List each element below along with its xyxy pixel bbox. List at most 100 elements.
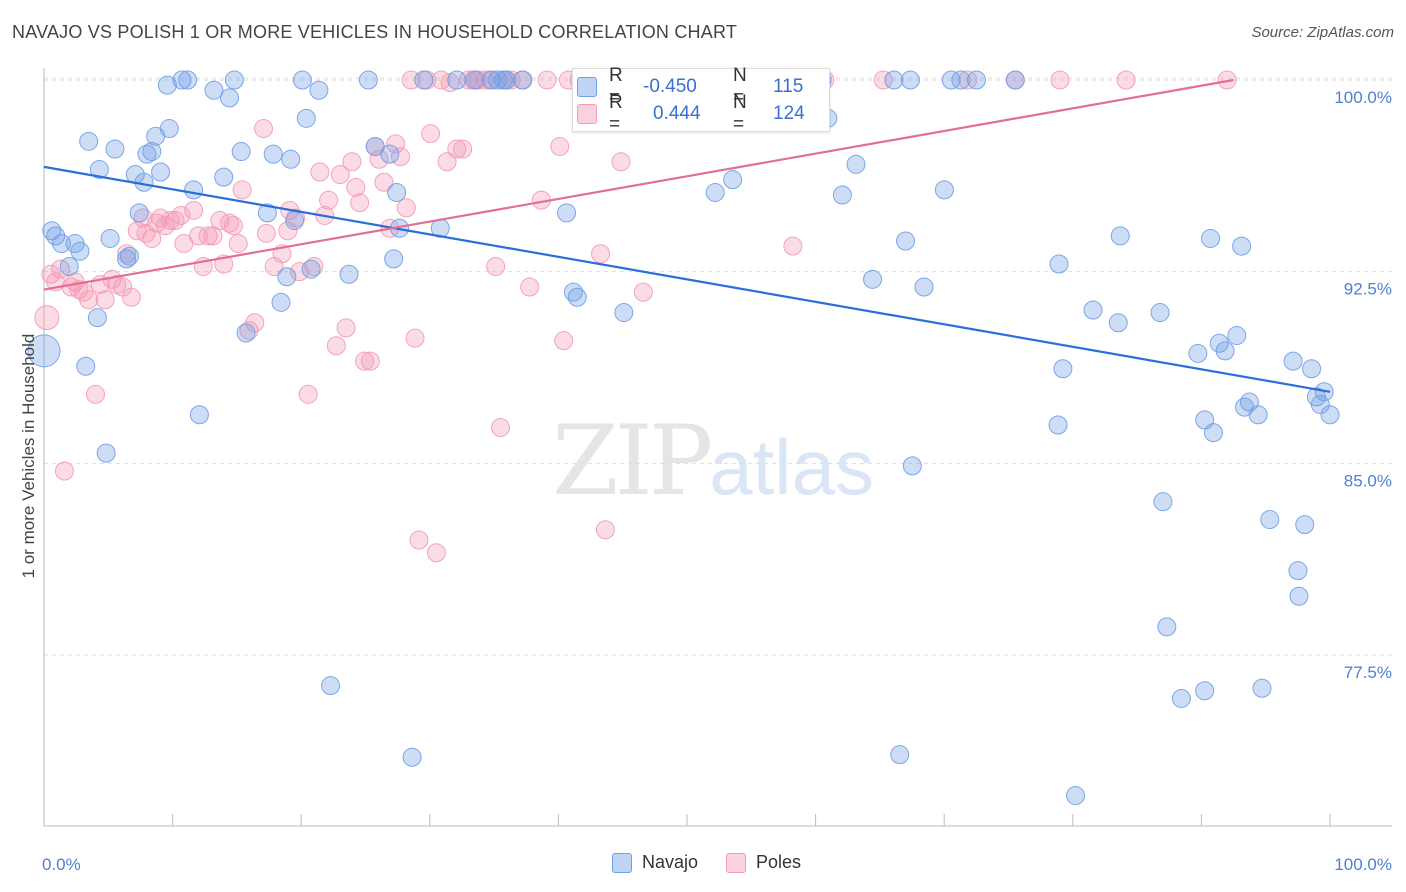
poles-point [117,244,137,264]
navajo-point [76,356,96,376]
poles-points [34,70,1237,563]
poles-point [188,226,208,246]
navajo-point [309,80,329,100]
navajo-point [1083,300,1103,320]
poles-point [54,461,74,481]
poles-point [369,149,389,169]
chart-title: NAVAJO VS POLISH 1 OR MORE VEHICLES IN H… [12,22,738,42]
navajo-point [129,203,149,223]
navajo-point [1310,395,1330,415]
navajo-point [105,139,125,159]
navajo-point [902,456,922,476]
navajo-point [178,70,198,90]
navajo-point [1209,333,1229,353]
poles-n-value: 124 [773,103,805,124]
poles-point [256,223,276,243]
poles-point [1050,70,1070,90]
navajo-point [614,303,634,323]
poles-point [421,124,441,144]
navajo-n-label: N = [733,65,747,108]
y-tick-label: 92.5% [1344,280,1392,299]
poles-point [633,282,653,302]
poles-point [298,384,318,404]
navajo-point [137,144,157,164]
tick-labels: 77.5% 85.0% 92.5% 100.0% 0.0% 100.0% [42,88,1392,874]
navajo-point [1108,313,1128,333]
poles-point [184,200,204,220]
navajo-point [951,70,971,90]
navajo-point [1203,423,1223,443]
poles-point [95,290,115,310]
navajo-point [100,228,120,248]
poles-point [437,152,457,172]
navajo-point [832,185,852,205]
poles-point [486,257,506,277]
poles-point [537,70,557,90]
navajo-point [941,70,961,90]
navajo-point [1171,688,1191,708]
poles-point [458,70,478,90]
navajo-point [263,144,283,164]
poles-point [336,318,356,338]
poles-point [350,193,370,213]
navajo-point [1150,303,1170,323]
navajo-point [301,259,321,279]
navajo-point [884,70,904,90]
navajo-r-value: -0.450 [643,76,697,97]
poles-point [346,177,366,197]
navajo-point [914,277,934,297]
navajo-point [414,70,434,90]
legend-item-poles[interactable]: Poles [726,852,801,873]
navajo-point [1053,359,1073,379]
poles-point [1116,70,1136,90]
legend-item-navajo[interactable]: Navajo [612,852,698,873]
navajo-swatch [577,77,597,97]
poles-point [136,223,156,243]
navajo-point [896,231,916,251]
navajo-point [1201,228,1221,248]
navajo-point [846,154,866,174]
poles-point [595,520,615,540]
y-tick-label: 77.5% [1344,663,1392,682]
navajo-point [890,745,910,765]
navajo-point [296,108,316,128]
navajo-point [384,249,404,269]
poles-trendline [43,78,1234,291]
navajo-point [387,182,407,202]
navajo-point [482,70,502,90]
navajo-point [27,334,61,368]
y-tick-label: 85.0% [1344,471,1392,490]
navajo-point [87,308,107,328]
poles-point [873,70,893,90]
poles-point [426,543,446,563]
navajo-point [220,88,240,108]
poles-point [310,162,330,182]
poles-point [611,152,631,172]
legend-label-navajo: Navajo [642,852,699,872]
poles-point [232,180,252,200]
navajo-r-label: R = [609,65,623,108]
navajo-point [285,211,305,231]
navajo-point [231,142,251,162]
poles-r-value: 0.444 [653,103,701,124]
navajo-point [79,131,99,151]
navajo-point [224,70,244,90]
navajo-point [1188,343,1208,363]
poles-point [85,384,105,404]
poles-point [409,530,429,550]
navajo-points [27,70,1340,806]
poles-point [223,216,243,236]
axes [43,68,1392,827]
poles-point [330,165,350,185]
poles-point [228,234,248,254]
legend-swatch-poles [726,852,747,873]
poles-point [550,136,570,156]
poles-point [304,257,324,277]
y-axis-label: 1 or more Vehicles in Household [19,334,38,579]
poles-point [501,70,521,90]
navajo-point [119,246,139,266]
x-tick-label: 0.0% [42,855,81,874]
poles-swatch [577,104,597,124]
x-tick-label: 100.0% [1334,855,1392,874]
navajo-point [1252,678,1272,698]
